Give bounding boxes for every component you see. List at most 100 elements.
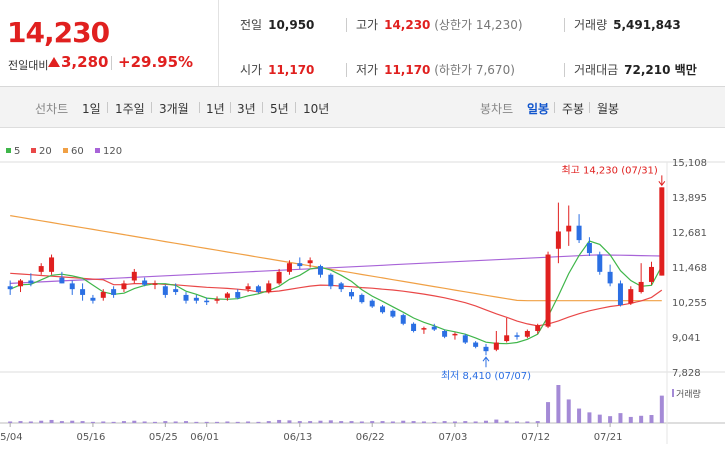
divider (295, 102, 296, 113)
candle-body (317, 266, 323, 275)
volume-bar (556, 385, 561, 423)
volume-bar (70, 420, 75, 423)
candle-body (535, 325, 541, 331)
candle-body (359, 294, 365, 303)
volume-bar (121, 421, 126, 423)
x-tick-label: 06/22 (356, 432, 385, 443)
legend-label: 120 (103, 146, 122, 157)
stat-prev: 전일 10,950 (240, 16, 314, 33)
candle-body (328, 274, 334, 287)
volume-bar (411, 421, 416, 423)
candle-body (349, 292, 355, 297)
x-tick-label: 06/13 (283, 432, 312, 443)
candle-body (442, 330, 448, 337)
volume-bar (277, 419, 282, 423)
stat-value: 72,210 백만 (624, 63, 697, 77)
period-1y[interactable]: 1년 (206, 102, 225, 116)
current-price: 14,230 (7, 16, 110, 49)
candle-body (7, 286, 13, 290)
volume-bar (380, 421, 385, 423)
volume-bar (111, 421, 116, 423)
candle-body (369, 300, 375, 307)
divider (111, 56, 112, 70)
candle-body (49, 257, 55, 272)
candle-body (235, 292, 241, 298)
volume-bar (142, 421, 147, 423)
period-1w[interactable]: 1주일 (115, 102, 145, 116)
volume-bar (101, 421, 106, 423)
ma-60-line (10, 215, 662, 302)
candle-monthly[interactable]: 월봉 (597, 102, 620, 116)
legend-swatch (6, 148, 11, 153)
volume-bar (649, 415, 654, 423)
high-arrow-icon (658, 175, 666, 187)
volume-bar (8, 421, 13, 423)
candle-body (307, 260, 313, 264)
volume-bar (80, 421, 85, 423)
volume-bar (639, 415, 644, 423)
candle-body (286, 263, 292, 272)
candle-body (514, 335, 520, 337)
stat-value: 11,170 (384, 63, 431, 77)
stat-high: 고가 14,230 (상한가 14,230) (356, 16, 523, 33)
volume-legend-swatch (672, 389, 674, 397)
candle-body (586, 243, 592, 254)
candle-body (411, 323, 417, 331)
candle-body (111, 289, 117, 295)
stat-value: 10,950 (268, 18, 315, 32)
volume-bar (546, 402, 551, 423)
stat-sub: (하한가 7,670) (434, 63, 515, 77)
volume-bar (194, 421, 199, 423)
candle-body (628, 289, 634, 304)
volume-bar (597, 414, 602, 423)
quote-summary: 14,230 전일대비 3,280 +29.95% 전일 10,950 고가 14,… (0, 0, 725, 87)
candle-body (162, 286, 168, 295)
candle-body (473, 342, 479, 347)
period-10y[interactable]: 10년 (303, 102, 330, 116)
volume-bar (473, 421, 478, 423)
candle-body (545, 254, 551, 327)
candle-body (431, 326, 437, 330)
period-5y[interactable]: 5년 (270, 102, 289, 116)
volume-bar (566, 399, 571, 423)
volume-bar (215, 421, 220, 423)
y-tick-label: 10,255 (672, 298, 707, 309)
volume-bar (349, 421, 354, 423)
price-box: 14,230 전일대비 3,280 +29.95% (0, 0, 219, 86)
volume-bar (390, 421, 395, 423)
divider (564, 63, 565, 77)
candle-weekly[interactable]: 주봉 (562, 102, 585, 116)
x-tick-label: 05/04 (0, 432, 23, 443)
stat-label: 시가 (240, 63, 263, 77)
period-3y[interactable]: 3년 (237, 102, 256, 116)
divider (230, 102, 231, 113)
candle-body (659, 187, 665, 276)
candle-body (276, 271, 282, 284)
candle-body (38, 266, 44, 272)
legend-swatch (63, 148, 68, 153)
candle-body (524, 330, 530, 337)
candle-body (204, 300, 210, 303)
divider (346, 18, 347, 32)
volume-bar (308, 421, 313, 423)
divider (564, 18, 565, 32)
up-arrow-icon (48, 57, 60, 67)
candle-body (462, 335, 468, 343)
volume-bar (628, 416, 633, 423)
candle-daily[interactable]: 일봉 (527, 102, 550, 116)
period-3m[interactable]: 3개월 (159, 102, 189, 116)
volume-bar (266, 421, 271, 423)
stat-amount: 거래대금 72,210 백만 (574, 61, 697, 78)
volume-bar (90, 421, 95, 423)
candle-body (338, 283, 344, 290)
low-annotation: 최저 8,410 (07/07) (441, 370, 531, 382)
candle-body (493, 342, 499, 350)
candle-body (80, 289, 86, 295)
period-1d[interactable]: 1일 (82, 102, 101, 116)
volume-bar (452, 421, 457, 423)
volume-bar (442, 421, 447, 423)
candle-body (380, 306, 386, 313)
volume-bar (421, 421, 426, 423)
candle-body (69, 283, 75, 290)
volume-bar (432, 421, 437, 423)
